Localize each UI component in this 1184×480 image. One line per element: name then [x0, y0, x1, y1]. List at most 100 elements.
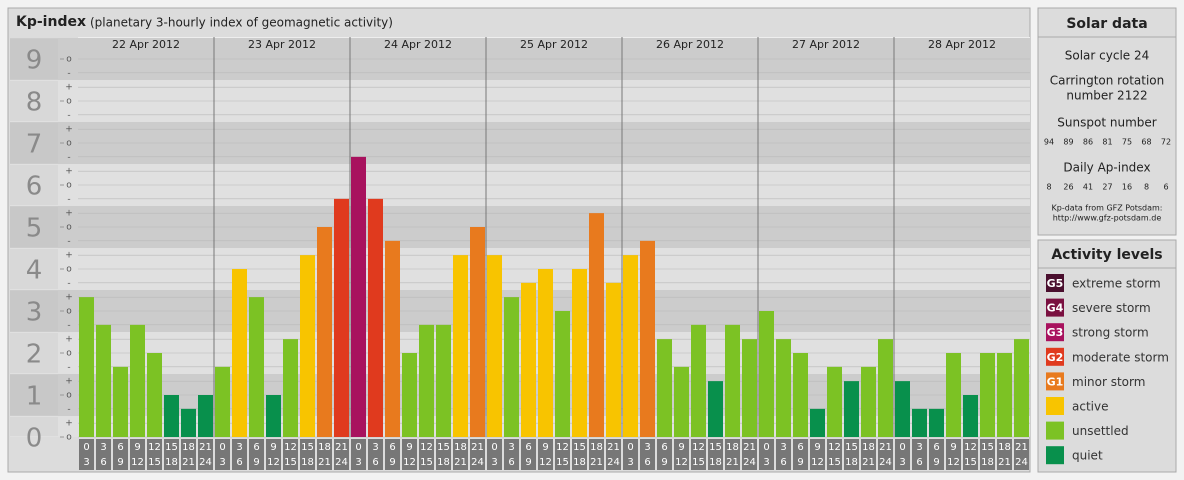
hour-box: [997, 439, 1012, 470]
hour-start: 21: [335, 442, 348, 453]
hour-end: 15: [964, 457, 977, 468]
hour-end: 15: [284, 457, 297, 468]
bar: [861, 366, 876, 437]
bar: [1014, 339, 1029, 437]
hour-box: [810, 439, 825, 470]
ap-value: 6: [1163, 183, 1168, 192]
hour-end: 21: [726, 457, 739, 468]
hour-start: 9: [814, 442, 820, 453]
minor-tick-label: -: [67, 110, 70, 120]
hour-end: 9: [525, 457, 531, 468]
y-tick-label: 1: [26, 382, 43, 412]
hour-end: 3: [763, 457, 769, 468]
y-tick-label: 5: [26, 214, 43, 244]
day-label: 28 Apr 2012: [928, 38, 996, 51]
hour-box: [572, 439, 587, 470]
source: http://www.gfz-potsdam.de: [1053, 214, 1162, 223]
minor-tick-label: o: [66, 433, 72, 443]
hour-start: 21: [879, 442, 892, 453]
hour-end: 6: [100, 457, 106, 468]
hour-end: 3: [219, 457, 225, 468]
hour-end: 15: [420, 457, 433, 468]
hour-start: 12: [692, 442, 705, 453]
bar: [555, 311, 570, 437]
ap-title: Daily Ap-index: [1063, 161, 1150, 175]
hour-end: 9: [933, 457, 939, 468]
bar: [946, 353, 961, 437]
hour-end: 6: [780, 457, 786, 468]
chart-title: Kp-index: [16, 14, 86, 30]
hour-start: 6: [389, 442, 395, 453]
bar: [572, 269, 587, 437]
hour-end: 24: [335, 457, 348, 468]
hour-box: [198, 439, 213, 470]
hour-end: 3: [355, 457, 361, 468]
hour-box: [385, 439, 400, 470]
legend-swatch: [1046, 298, 1064, 317]
bar: [232, 269, 247, 437]
hour-start: 6: [117, 442, 123, 453]
hour-end: 21: [590, 457, 603, 468]
hour-end: 15: [692, 457, 705, 468]
hour-end: 18: [845, 457, 858, 468]
hour-end: 12: [947, 457, 960, 468]
bar: [130, 324, 145, 437]
hour-box: [113, 439, 128, 470]
hour-start: 3: [644, 442, 650, 453]
hour-box: [79, 439, 94, 470]
source: Kp-data from GFZ Potsdam:: [1052, 204, 1163, 213]
minor-tick-label: o: [66, 223, 72, 233]
hour-box: [963, 439, 978, 470]
hour-box: [555, 439, 570, 470]
carrington: number 2122: [1066, 89, 1147, 103]
bar: [623, 255, 638, 437]
sunspot-value: 89: [1063, 138, 1073, 147]
hour-end: 6: [508, 457, 514, 468]
hour-end: 3: [627, 457, 633, 468]
y-label-box: [10, 291, 58, 331]
hour-end: 21: [318, 457, 331, 468]
hour-end: 18: [981, 457, 994, 468]
legend-swatch: [1046, 421, 1064, 440]
bar: [657, 339, 672, 437]
bar: [606, 282, 621, 437]
legend-label: strong storm: [1072, 326, 1149, 340]
minor-tick-label: +: [65, 419, 73, 429]
minor-tick-label: o: [66, 55, 72, 65]
hour-start: 21: [743, 442, 756, 453]
minor-tick-label: -: [67, 320, 70, 330]
sunspot-value: 94: [1044, 138, 1054, 147]
bar: [96, 324, 111, 437]
hour-end: 24: [1015, 457, 1028, 468]
hour-box: [606, 439, 621, 470]
hour-end: 18: [573, 457, 586, 468]
y-tick-label: 0: [26, 424, 43, 454]
hour-box: [827, 439, 842, 470]
bar: [436, 324, 451, 437]
hour-box: [504, 439, 519, 470]
minor-tick-label: +: [65, 251, 73, 261]
hour-box: [1014, 439, 1029, 470]
legend-badge: G3: [1047, 326, 1064, 339]
hour-box: [164, 439, 179, 470]
hour-box: [708, 439, 723, 470]
hour-end: 9: [253, 457, 259, 468]
bar: [963, 395, 978, 437]
bar: [504, 297, 519, 437]
bar: [470, 227, 485, 437]
bar: [385, 240, 400, 437]
hour-end: 21: [998, 457, 1011, 468]
hour-start: 12: [964, 442, 977, 453]
hour-end: 9: [389, 457, 395, 468]
bar: [453, 255, 468, 437]
hour-start: 15: [981, 442, 994, 453]
legend-badge: G2: [1047, 351, 1064, 364]
hour-end: 12: [131, 457, 144, 468]
ap-value: 41: [1083, 183, 1093, 192]
hour-start: 0: [219, 442, 225, 453]
y-tick-label: 7: [26, 130, 43, 160]
y-label-box: [10, 81, 58, 121]
bar: [759, 311, 774, 437]
minor-tick-label: +: [65, 83, 73, 93]
legend-label: active: [1072, 400, 1108, 414]
